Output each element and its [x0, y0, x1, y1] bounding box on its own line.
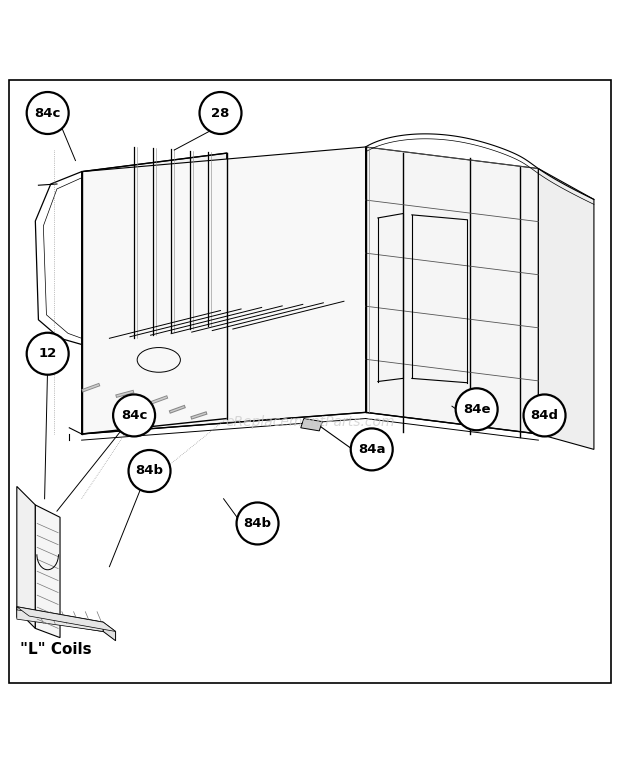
Polygon shape	[538, 169, 594, 449]
Text: eReplacementParts.com: eReplacementParts.com	[225, 414, 395, 429]
Text: 12: 12	[38, 347, 57, 360]
Text: 84e: 84e	[463, 403, 490, 416]
Text: 84c: 84c	[121, 409, 148, 422]
Circle shape	[456, 388, 498, 430]
Circle shape	[27, 333, 69, 375]
Polygon shape	[366, 147, 538, 434]
Text: 84d: 84d	[531, 409, 559, 422]
Polygon shape	[104, 622, 115, 641]
Polygon shape	[17, 487, 35, 629]
Text: 84c: 84c	[35, 107, 61, 120]
Circle shape	[237, 503, 278, 545]
Text: 28: 28	[211, 107, 229, 120]
Polygon shape	[17, 607, 115, 632]
Polygon shape	[301, 419, 322, 431]
Polygon shape	[82, 153, 227, 434]
Text: "L" Coils: "L" Coils	[20, 642, 92, 658]
Circle shape	[128, 450, 171, 492]
Circle shape	[523, 394, 565, 436]
Polygon shape	[35, 505, 60, 638]
Text: 84b: 84b	[136, 465, 164, 478]
Text: 84b: 84b	[244, 517, 272, 530]
Polygon shape	[17, 607, 104, 632]
Polygon shape	[17, 610, 104, 632]
Circle shape	[27, 92, 69, 134]
Circle shape	[351, 428, 392, 470]
Circle shape	[200, 92, 241, 134]
Text: 84a: 84a	[358, 443, 386, 456]
Circle shape	[113, 394, 155, 436]
Polygon shape	[82, 147, 366, 434]
